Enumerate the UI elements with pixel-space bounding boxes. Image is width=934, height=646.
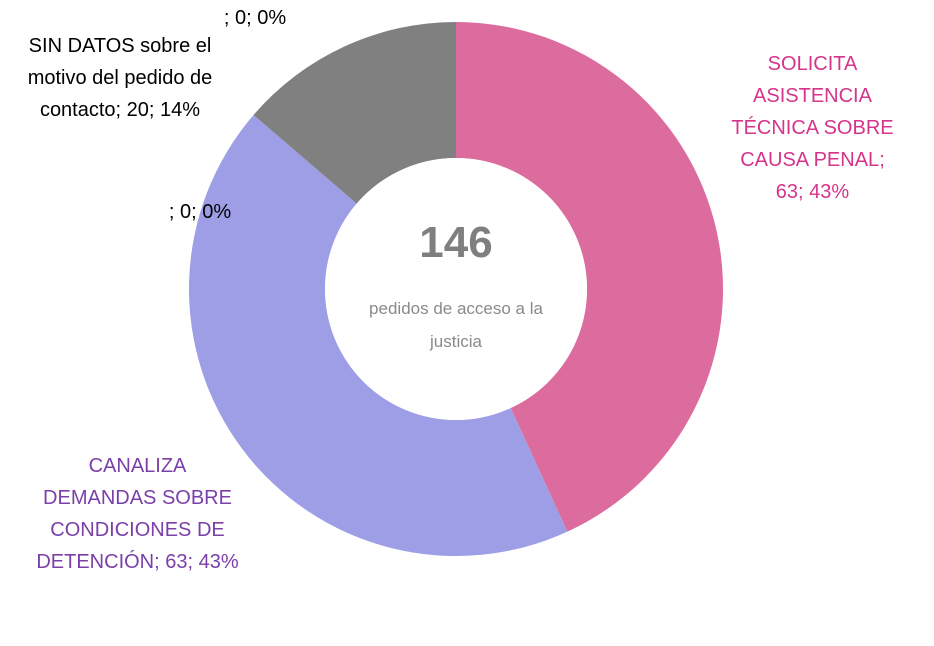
category-label: CANALIZA DEMANDAS SOBRE CONDICIONES DE D… — [36, 455, 232, 573]
donut-segment — [189, 114, 568, 557]
donut-segment — [253, 21, 456, 204]
category-label: SIN DATOS sobre el motivo del pedido de … — [27, 35, 213, 121]
value-label: ; 63; 43% — [775, 149, 885, 203]
donut-segment — [456, 22, 723, 532]
data-label: SOLICITA ASISTENCIA TÉCNICA SOBRE CAUSA … — [725, 48, 900, 208]
center-value: 146 — [419, 218, 493, 267]
value-label: ; 20; 14% — [115, 99, 201, 121]
data-label: ; 0; 0% — [140, 196, 260, 228]
value-label: ; 0; 0% — [168, 201, 232, 223]
donut-hole — [325, 158, 587, 420]
center-text: pedidos de acceso a la justicia — [369, 299, 543, 351]
value-label: ; 0; 0% — [223, 7, 287, 29]
data-label: CANALIZA DEMANDAS SOBRE CONDICIONES DE D… — [30, 450, 245, 578]
data-label: ; 0; 0% — [195, 2, 315, 34]
category-label: SOLICITA ASISTENCIA TÉCNICA SOBRE CAUSA … — [731, 53, 894, 171]
value-label: ; 63; 43% — [154, 551, 239, 573]
data-label: SIN DATOS sobre el motivo del pedido de … — [10, 30, 230, 126]
